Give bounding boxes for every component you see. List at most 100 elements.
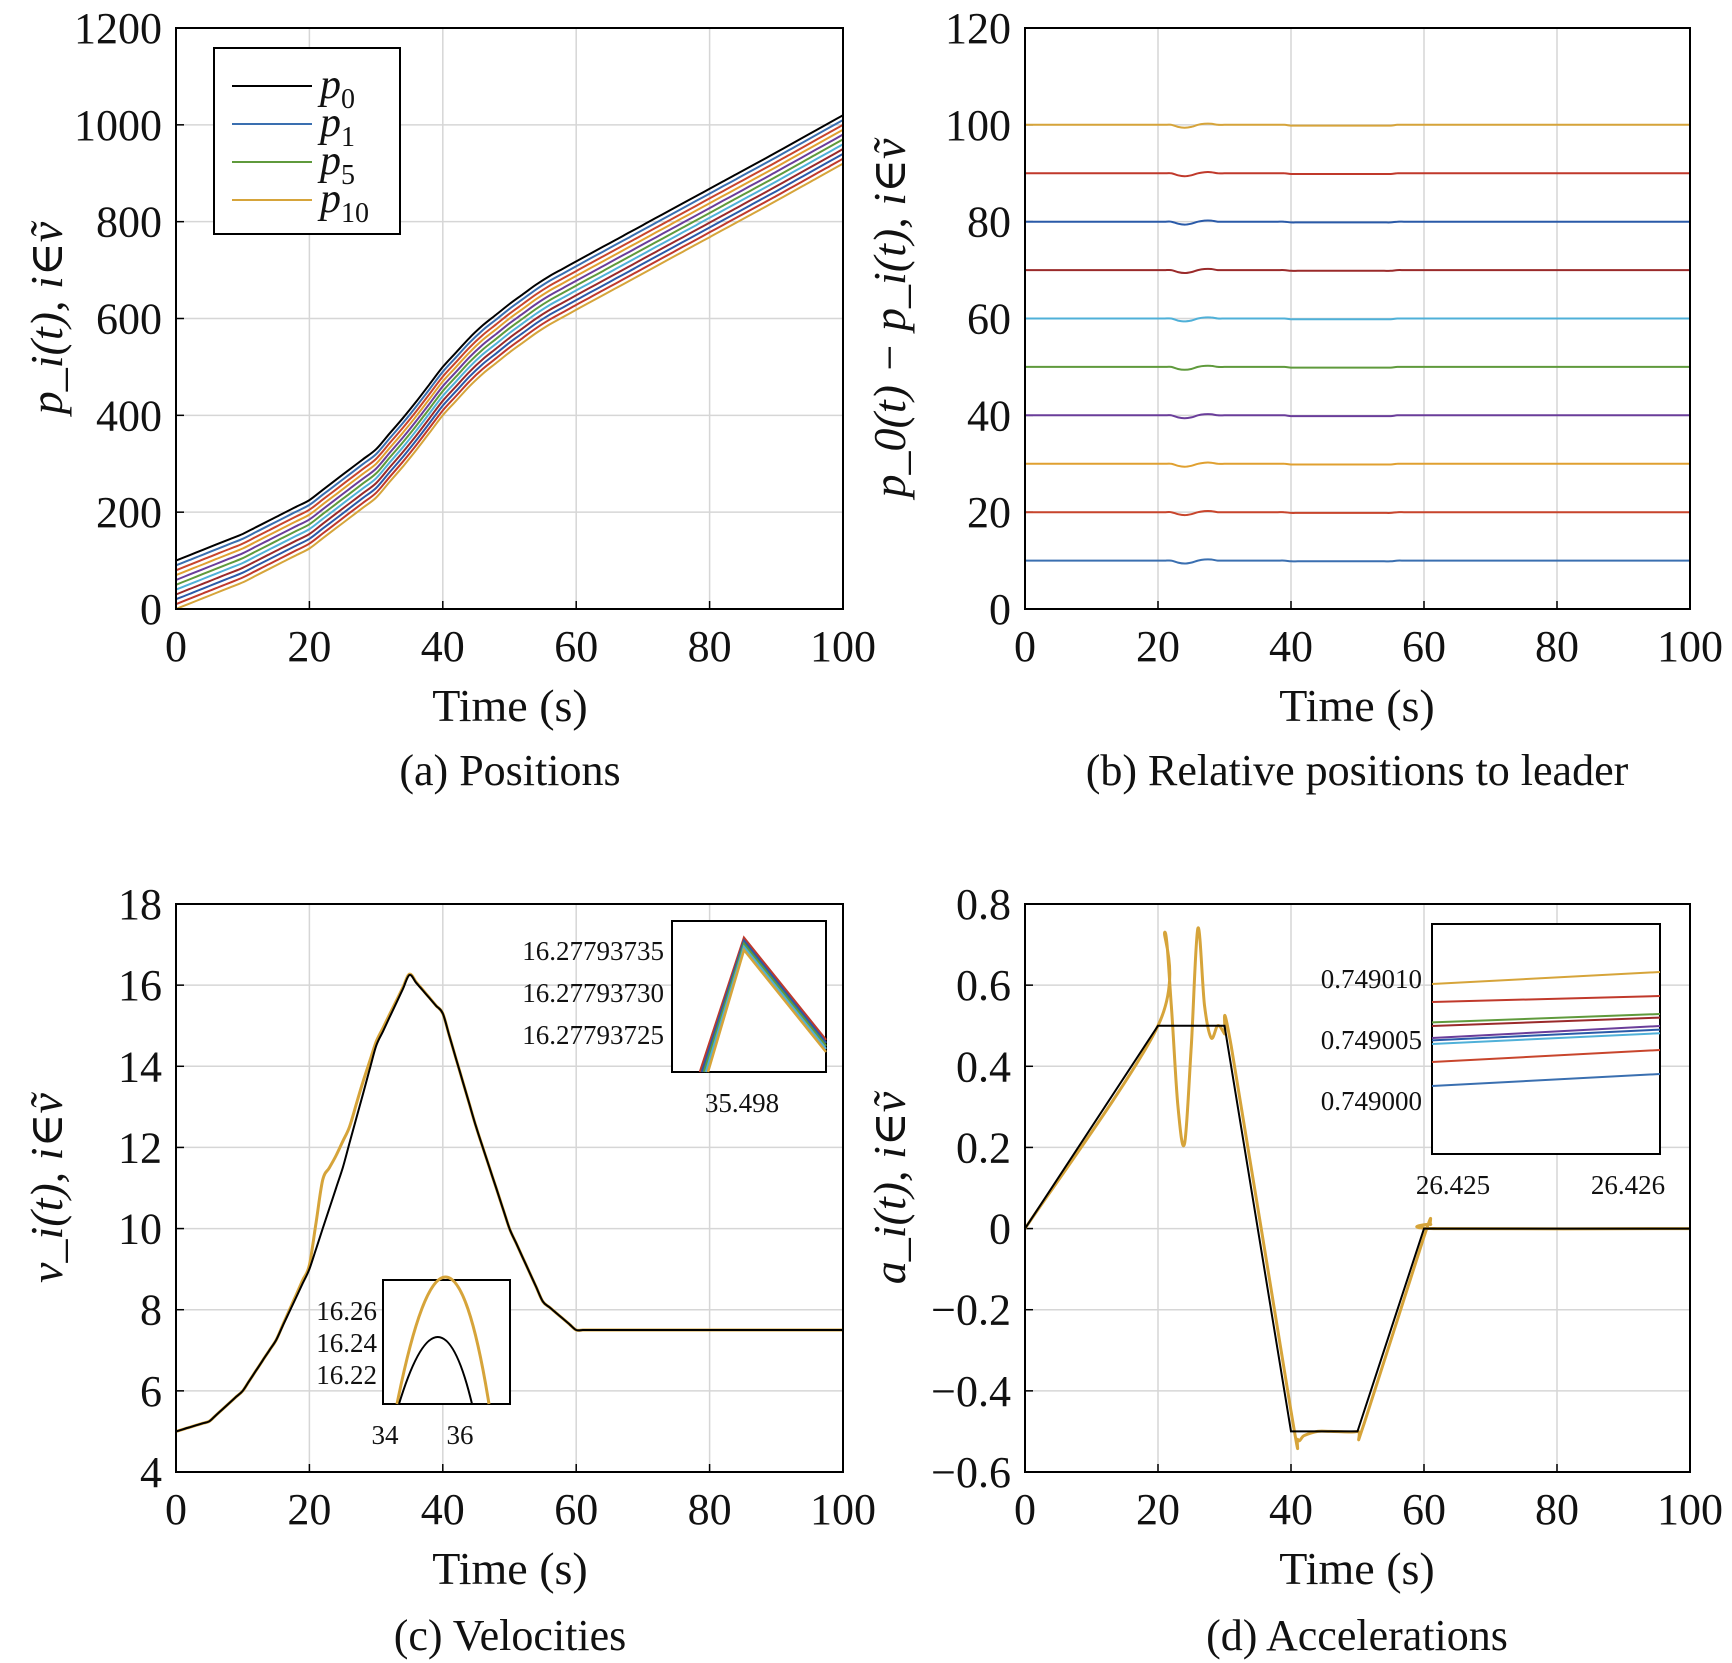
panel-c-ytick-label: 8 — [140, 1286, 162, 1335]
accel-leader-line — [1024, 1024, 1690, 1433]
panel-b-axes: 0 20 40 60 80 100 0 20 40 60 80 100 120 Time (s) p_0(t… — [864, 4, 1723, 795]
inset-top-line — [704, 944, 827, 1073]
inset-accel-xtick: 26.426 — [1591, 1170, 1665, 1200]
panel-d-ytick-label: 0.2 — [956, 1123, 1011, 1172]
panel-c-xtick-label: 20 — [287, 1485, 331, 1534]
plot-frame — [175, 903, 844, 1473]
panel-b-ytick-label: 40 — [967, 391, 1011, 440]
position-series-1 — [175, 119, 844, 567]
inset-accel-line — [1431, 1049, 1661, 1063]
position-series-3 — [175, 128, 844, 577]
inset-top-line — [706, 947, 827, 1073]
panel-d-axes: 0 20 40 60 80 100 −0.6 −0.4 −0.2 0 0.2 0.4 0.6 0.8 Tim… — [864, 880, 1723, 1660]
panel-d-ytick-label: −0.4 — [931, 1367, 1011, 1416]
inset-top-line — [702, 941, 827, 1073]
panel-d-xlabel: Time (s) — [1279, 1543, 1435, 1594]
panel-d-xtick-label: 0 — [1014, 1485, 1036, 1534]
inset-accel-xtick: 26.425 — [1416, 1170, 1490, 1200]
plot-frame — [175, 27, 844, 610]
inset-accel-line — [1431, 1016, 1661, 1027]
panel-a-caption: (a) Positions — [399, 746, 620, 795]
panel-c-xtick-label: 40 — [421, 1485, 465, 1534]
relative-series-3 — [1025, 413, 1690, 420]
panel-a-xtick-label: 100 — [810, 622, 876, 671]
inset-accel-ytick: 0.749010 — [1321, 964, 1422, 994]
inset-accel-line — [1431, 1025, 1661, 1039]
panel-c-axes: 0 20 40 60 80 100 4 6 8 10 12 14 16 18 Time (s) v_i(t),… — [21, 880, 876, 1660]
legend-entry: p0 — [317, 62, 355, 115]
inset-accel-line — [1431, 971, 1661, 985]
panel-a-ytick-label: 1200 — [74, 4, 162, 53]
panel-b-ytick-label: 60 — [967, 295, 1011, 344]
inset-accel-line — [1431, 1013, 1661, 1024]
panel-a-ylabel: p_i(t), i∈ṽ — [21, 220, 72, 417]
panel-b-xlabel: Time (s) — [1279, 680, 1435, 731]
panel-c-caption: (c) Velocities — [394, 1611, 627, 1660]
panel-c-ylabel: v_i(t), i∈ṽ — [21, 1091, 72, 1282]
position-series-10 — [175, 162, 844, 610]
position-series-0 — [175, 114, 844, 562]
panel-a-ytick-label: 400 — [96, 391, 162, 440]
relative-series-7 — [1024, 219, 1690, 226]
inset-accel-line — [1431, 1073, 1661, 1087]
panel-c-ytick-label: 18 — [118, 880, 162, 929]
panel-a-xtick-label: 20 — [287, 622, 331, 671]
position-series-7 — [175, 148, 844, 596]
panel-b-xtick-label: 100 — [1657, 622, 1723, 671]
panel-c-xtick-label: 100 — [810, 1485, 876, 1534]
inset-bottom-follower — [395, 1275, 491, 1405]
inset-bottom-ytick: 16.22 — [316, 1360, 377, 1390]
panel-d-ytick-label: 0.6 — [956, 961, 1011, 1010]
relative-series-5 — [1025, 316, 1690, 323]
panel-d-ylabel: a_i(t), i∈ṽ — [864, 1090, 915, 1284]
panel-b-ytick-label: 20 — [967, 488, 1011, 537]
relative-series-6 — [1024, 267, 1690, 275]
panel-b-xtick-label: 80 — [1535, 622, 1579, 671]
position-series-6 — [175, 143, 844, 591]
panel-b-ytick-label: 0 — [989, 585, 1011, 634]
inset-bottom-leader — [398, 1336, 473, 1405]
panel-b-xtick-label: 60 — [1402, 622, 1446, 671]
panel-b-ytick-label: 100 — [945, 101, 1011, 150]
accel-follower-line — [1023, 926, 1691, 1451]
panel-a-xtick-label: 0 — [165, 622, 187, 671]
plot-frame — [1024, 903, 1691, 1473]
inset-accel-line — [1431, 1028, 1661, 1042]
panel-a-xtick-label: 60 — [554, 622, 598, 671]
panel-b-xtick-label: 20 — [1136, 622, 1180, 671]
panel-a-xtick-label: 40 — [421, 622, 465, 671]
position-series-8 — [175, 153, 844, 601]
relative-series-1 — [1025, 509, 1690, 517]
relative-series-2 — [1024, 461, 1690, 468]
panel-b-ylabel: p_0(t) − p_i(t), i∈ṽ — [864, 137, 915, 500]
inset-accel-line — [1431, 1032, 1661, 1045]
panel-d-xtick-label: 100 — [1657, 1485, 1723, 1534]
panel-d-ytick-label: −0.6 — [931, 1448, 1011, 1497]
inset-bottom-xtick: 36 — [447, 1420, 474, 1450]
panel-c-ytick-label: 10 — [118, 1205, 162, 1254]
panel-a-ytick-label: 0 — [140, 585, 162, 634]
legend-entry: p10 — [317, 176, 369, 229]
relative-series-9 — [1024, 122, 1690, 129]
inset-accel-ytick: 0.749000 — [1321, 1086, 1422, 1116]
inset-accel-line — [1431, 995, 1661, 1003]
panel-a-ytick-label: 800 — [96, 198, 162, 247]
panel-b-caption: (b) Relative positions to leader — [1086, 746, 1629, 795]
inset-top-ytick: 16.27793730 — [522, 978, 664, 1008]
relative-series-4 — [1025, 364, 1690, 371]
panel-d-ytick-label: 0.4 — [956, 1042, 1011, 1091]
panel-c-ytick-label: 14 — [118, 1042, 162, 1091]
inset-bottom-xtick: 34 — [372, 1420, 400, 1450]
plot-frame — [1024, 27, 1691, 610]
panel-c-ytick-label: 6 — [140, 1367, 162, 1416]
inset-bottom-ytick: 16.26 — [316, 1296, 377, 1326]
panel-d-caption: (d) Accelerations — [1206, 1611, 1508, 1660]
panel-d-xtick-label: 20 — [1136, 1485, 1180, 1534]
panel-a-ytick-label: 1000 — [74, 101, 162, 150]
inset-top-ytick: 16.27793735 — [522, 936, 664, 966]
panel-d-xtick-label: 60 — [1402, 1485, 1446, 1534]
